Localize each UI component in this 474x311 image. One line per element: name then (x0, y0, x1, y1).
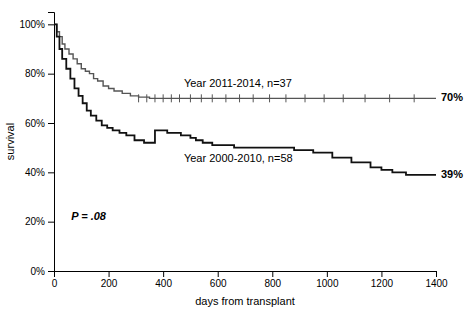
y-tick-mark (48, 24, 54, 25)
y-axis-title: survival (4, 123, 16, 160)
x-tick-label: 800 (264, 278, 281, 289)
censor-tick (212, 94, 213, 102)
p-value: P = .08 (71, 210, 107, 222)
survival-curve (54, 24, 436, 98)
y-tick-label: 0% (31, 266, 46, 277)
x-tick: 600 (210, 271, 227, 289)
censor-tick (190, 94, 191, 102)
censor-tick (324, 94, 325, 102)
x-axis: 0 200 400 600 800 1000 1200 1400 (52, 271, 448, 289)
x-tick-mark (381, 271, 382, 277)
censor-tick (305, 94, 306, 102)
x-tick-label: 1400 (425, 278, 448, 289)
x-tick: 1000 (316, 271, 339, 289)
x-tick-mark (272, 271, 273, 277)
censor-tick (343, 94, 344, 102)
x-tick: 200 (101, 271, 118, 289)
y-tick: 20% (25, 216, 54, 227)
y-tick-label: 40% (25, 167, 45, 178)
x-axis-line (55, 272, 437, 278)
x-tick: 1200 (371, 271, 394, 289)
censor-tick (154, 94, 155, 102)
y-tick-label: 60% (25, 118, 45, 129)
x-tick-mark (327, 271, 328, 277)
y-tick-label: 20% (25, 216, 45, 227)
x-tick-label: 600 (210, 278, 227, 289)
x-tick-mark (436, 271, 437, 277)
survival-curve (54, 24, 436, 174)
y-tick-label: 80% (25, 68, 45, 79)
y-tick-mark (48, 222, 54, 223)
x-tick: 400 (155, 271, 172, 289)
y-tick-mark (48, 172, 54, 173)
y-tick-mark (48, 271, 54, 272)
x-tick-label: 400 (155, 278, 172, 289)
y-tick-mark (48, 123, 54, 124)
y-tick: 100% (19, 19, 54, 30)
x-axis-title: days from transplant (195, 295, 295, 307)
end-label: 70% (441, 91, 463, 103)
x-tick-mark (109, 271, 110, 277)
censor-tick (163, 94, 164, 102)
marks (54, 24, 436, 174)
x-tick-mark (218, 271, 219, 277)
x-tick-mark (163, 271, 164, 277)
x-tick-label: 0 (52, 278, 58, 289)
censor-tick (201, 94, 202, 102)
censor-tick (179, 94, 180, 102)
y-axis: 0% 20% 40% 60% 80% 100% (19, 13, 54, 277)
chart: 0 200 400 600 800 1000 1200 1400 0% 20% 40% 60% 80% 1… (0, 0, 474, 311)
censor-tick (414, 94, 415, 102)
series-label: Year 2000-2010, n=58 (184, 152, 293, 164)
x-tick-label: 200 (101, 278, 118, 289)
annotations: Year 2011-2014, n=37 70% Year 2000-2010, n… (71, 77, 463, 221)
y-tick: 40% (25, 167, 54, 178)
censor-tick (239, 94, 240, 102)
censor-tick (389, 94, 390, 102)
censor-tick (146, 94, 147, 102)
end-label: 39% (441, 168, 463, 180)
y-tick-label: 100% (19, 19, 45, 30)
censor-tick (365, 94, 366, 102)
y-tick: 60% (25, 118, 54, 129)
x-tick-label: 1200 (371, 278, 394, 289)
y-axis-line (48, 13, 55, 272)
censor-tick (171, 94, 172, 102)
censor-tick (285, 94, 286, 102)
censor-tick (253, 94, 254, 102)
y-tick: 80% (25, 68, 54, 79)
censor-tick (225, 94, 226, 102)
x-tick: 800 (264, 271, 281, 289)
censor-tick (138, 94, 139, 102)
x-tick: 0 (52, 271, 58, 289)
series-label: Year 2011-2014, n=37 (184, 77, 292, 89)
y-tick-mark (48, 74, 54, 75)
plot: 0 200 400 600 800 1000 1200 1400 0% 20% 40% 60% 80% 1… (19, 13, 463, 290)
y-tick: 0% (31, 266, 54, 277)
x-tick-label: 1000 (316, 278, 339, 289)
x-tick: 1400 (425, 271, 448, 289)
censor-tick (269, 94, 270, 102)
